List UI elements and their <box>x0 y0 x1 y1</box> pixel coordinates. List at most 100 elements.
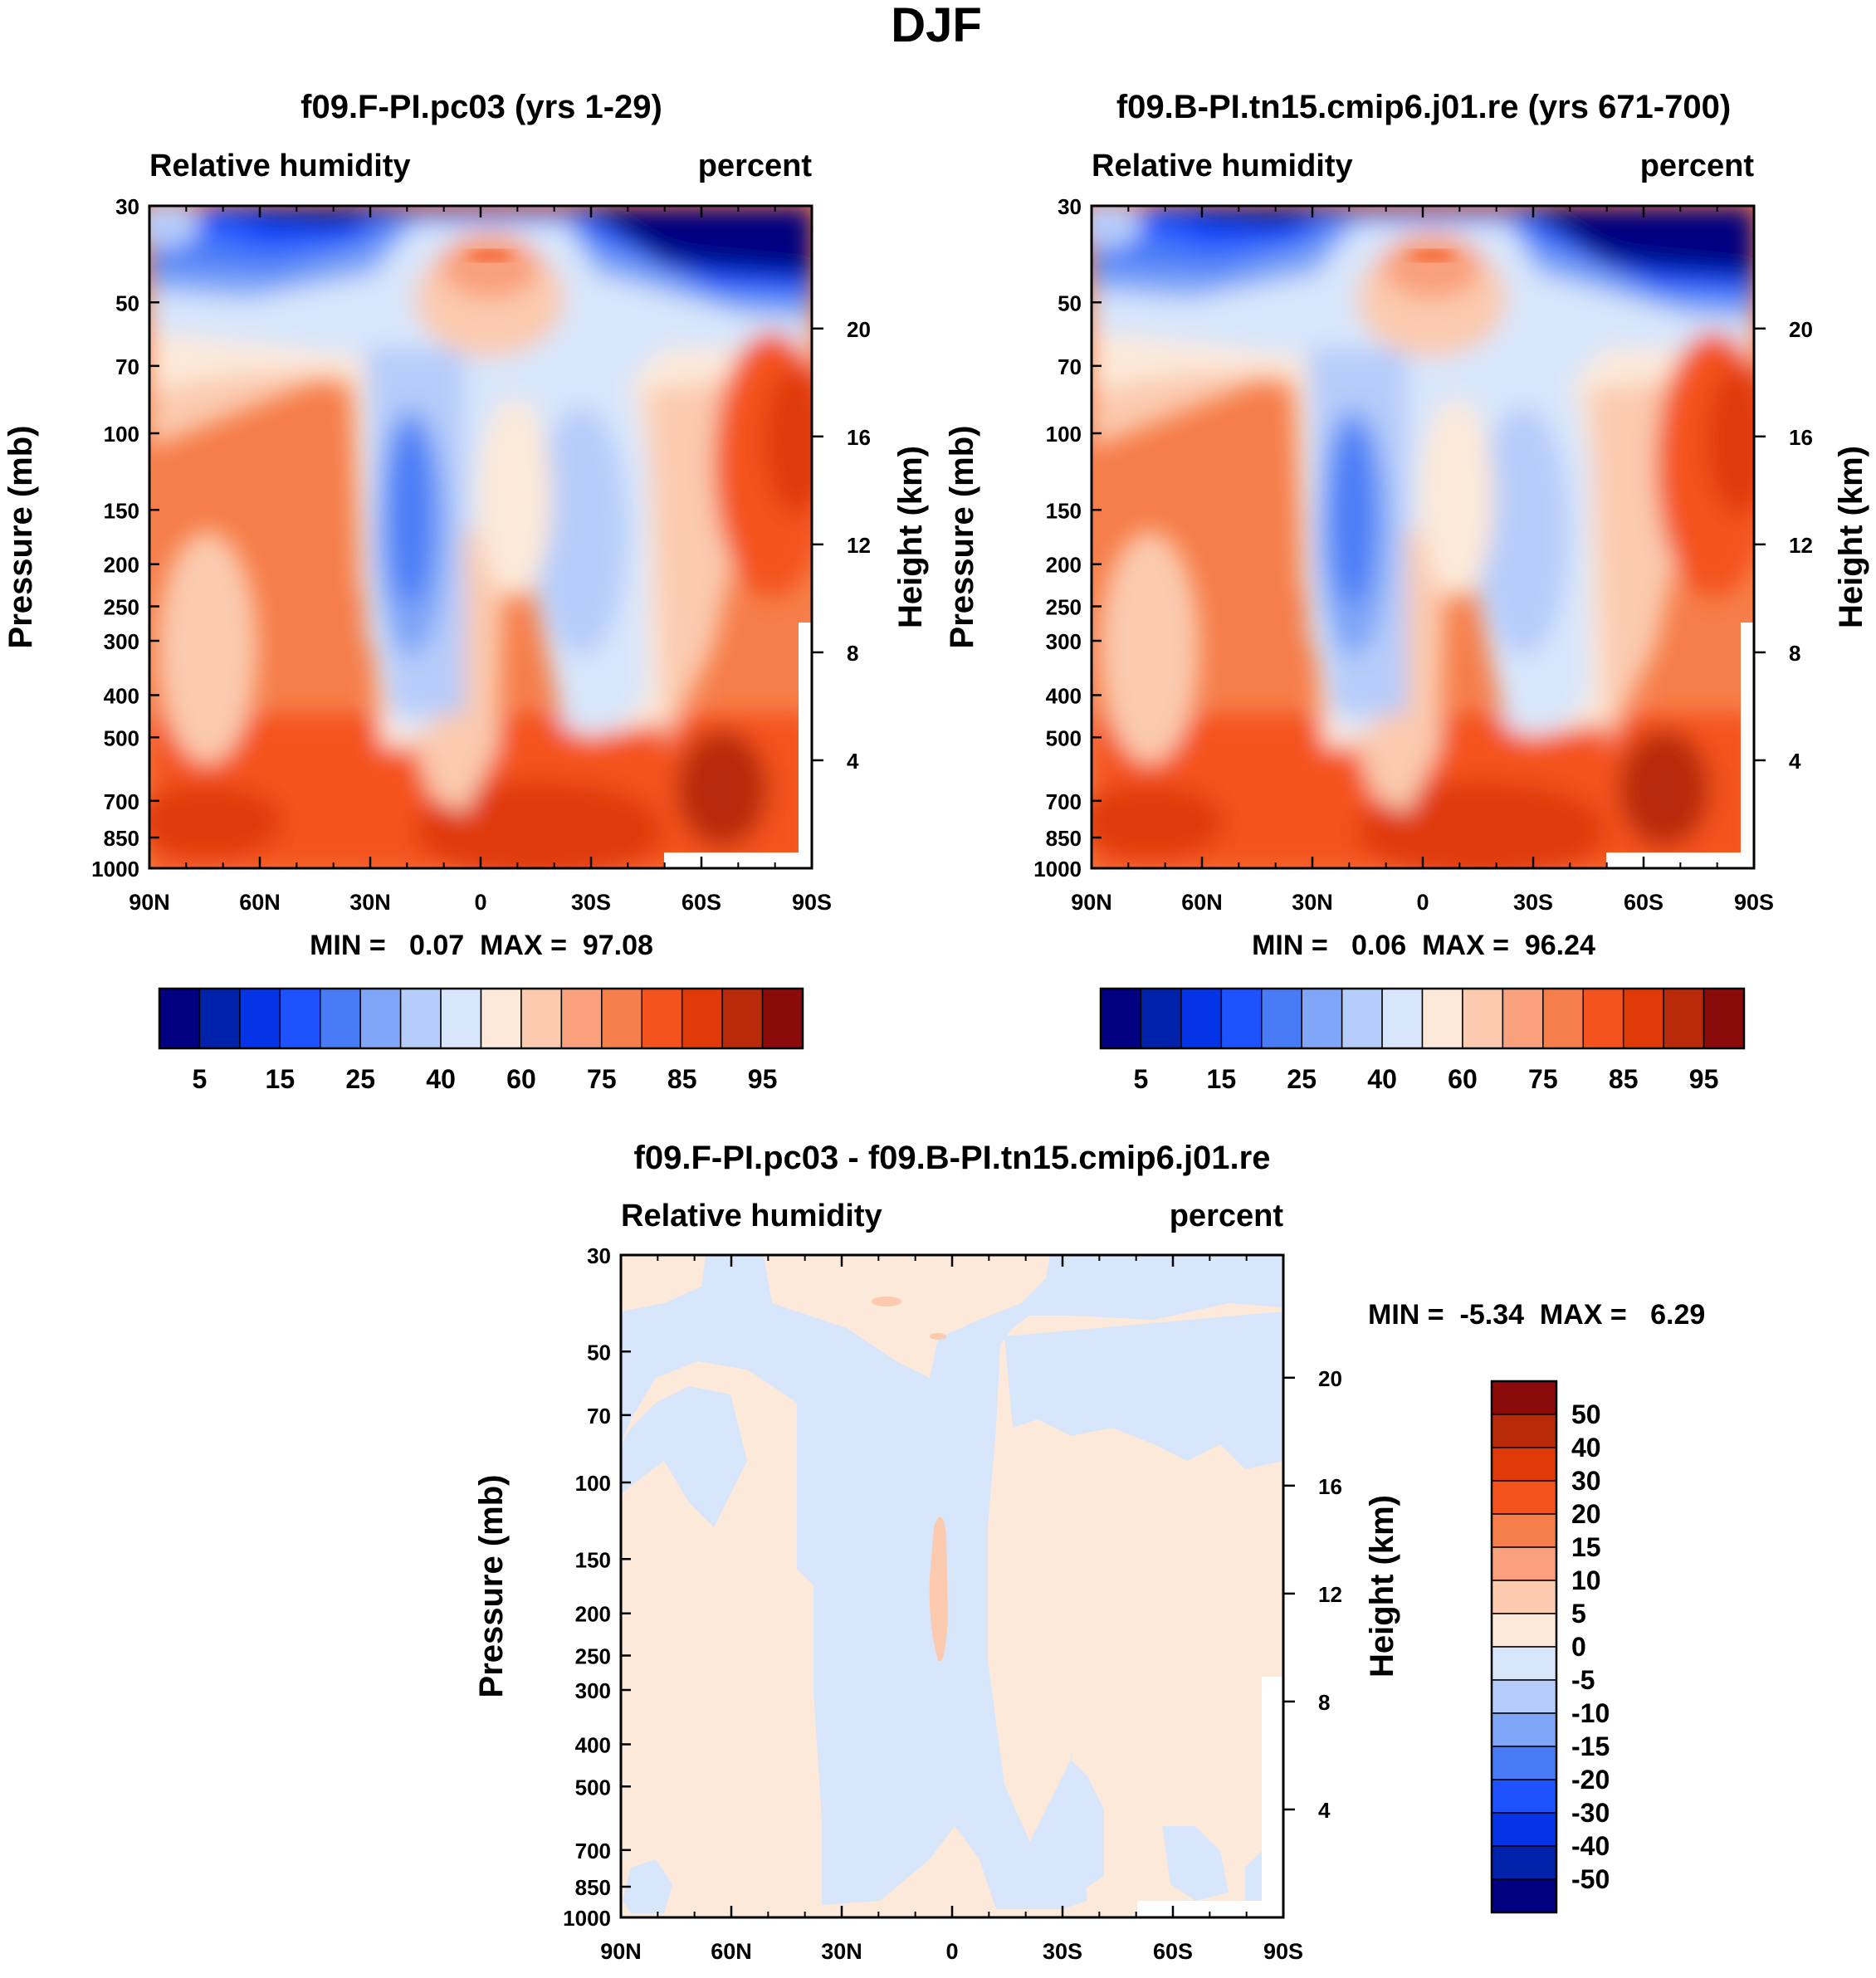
colorbar-label: 60 <box>1448 1064 1478 1094</box>
panel-1-title: f09.F-PI.pc03 (yrs 1-29) <box>300 89 662 125</box>
y-tick-label: 200 <box>1046 553 1082 578</box>
colorbar-swatch <box>399 988 442 1049</box>
x-tick-label: 90N <box>600 1939 642 1964</box>
y-tick-label: 700 <box>1046 789 1082 814</box>
panel-2-variable: Relative humidity <box>1092 149 1353 183</box>
x-tick-label: 30S <box>1043 1939 1082 1964</box>
panel-1-variable: Relative humidity <box>149 149 411 183</box>
colorbar-swatch <box>1491 1546 1557 1581</box>
y-tick-label: 200 <box>104 553 139 578</box>
x-tick-label: 30S <box>1513 890 1553 915</box>
y2-tick-label: 8 <box>1318 1690 1330 1715</box>
x-tick-label: 90S <box>1734 890 1774 915</box>
colorbar-label: 5 <box>1134 1064 1149 1094</box>
figure-title: DJF <box>891 0 982 52</box>
y-tick-label: 1000 <box>1033 857 1082 882</box>
y2-tick-label: 12 <box>1318 1582 1342 1607</box>
colorbar-swatch <box>1491 1679 1557 1714</box>
colorbar-swatch <box>1491 1580 1557 1614</box>
panel-1-contour-field <box>149 206 812 868</box>
y-tick-label: 700 <box>575 1839 611 1863</box>
colorbar-label: 5 <box>1571 1599 1586 1629</box>
colorbar-swatch <box>480 988 522 1049</box>
colorbar-label: 10 <box>1571 1565 1601 1595</box>
x-tick-label: 90N <box>129 890 170 915</box>
colorbar-swatch <box>1663 988 1705 1049</box>
colorbar-swatch <box>1140 988 1182 1049</box>
colorbar-swatch <box>1220 988 1263 1049</box>
colorbar-label: -40 <box>1571 1831 1610 1861</box>
colorbar-label: 50 <box>1571 1399 1601 1429</box>
x-tick-label: 60N <box>239 890 281 915</box>
y2-tick-label: 8 <box>1789 641 1800 666</box>
y-tick-label: 400 <box>104 683 139 708</box>
x-tick-label: 90N <box>1071 890 1112 915</box>
x-tick-label: 30N <box>821 1939 862 1964</box>
panel-2-ylabel: Pressure (mb) <box>944 426 980 649</box>
x-tick-label: 0 <box>945 1939 958 1964</box>
colorbar-label: 40 <box>1367 1064 1397 1094</box>
panel-2-colorbar: 5 15 25 40 60 75 85 95 <box>1099 987 1746 1094</box>
x-tick-label: 30N <box>349 890 391 915</box>
x-tick-label: 60N <box>711 1939 752 1964</box>
panel-1-y2label: Height (km) <box>892 446 929 628</box>
y2-tick-label: 12 <box>847 533 871 558</box>
y-tick-label: 250 <box>575 1644 611 1669</box>
colorbar-swatch <box>1100 988 1142 1049</box>
x-tick-label: 60S <box>682 890 721 915</box>
y-tick-label: 300 <box>575 1678 611 1703</box>
y-tick-label: 850 <box>1046 826 1082 851</box>
colorbar-swatch <box>159 988 201 1049</box>
colorbar-frame <box>1099 987 1746 1050</box>
y-tick-label: 200 <box>575 1602 611 1627</box>
colorbar-label: 85 <box>667 1064 697 1094</box>
x-tick-label: 0 <box>1416 890 1429 915</box>
y2-tick-label: 20 <box>1318 1366 1342 1391</box>
colorbar-swatch <box>520 988 563 1049</box>
colorbar-label: 40 <box>426 1064 456 1094</box>
y-tick-label: 400 <box>1046 683 1082 708</box>
colorbar-swatch <box>1622 988 1664 1049</box>
x-tick-label: 0 <box>474 890 486 915</box>
panel-3-ylabel: Pressure (mb) <box>473 1475 510 1698</box>
y-tick-label: 700 <box>104 789 139 814</box>
colorbar-swatch <box>560 988 603 1049</box>
colorbar-swatch <box>1582 988 1624 1049</box>
colorbar-swatch <box>1491 1447 1557 1482</box>
y2-tick-label: 12 <box>1789 533 1813 558</box>
y-tick-label: 30 <box>587 1243 611 1268</box>
panel-3-x-axis: 90N 60N 30N 0 30S 60S 90S <box>600 1255 1303 1964</box>
colorbar-label: 15 <box>1571 1532 1601 1562</box>
x-tick-label: 90S <box>792 890 832 915</box>
colorbar-swatch <box>761 988 804 1049</box>
x-tick-label: 30N <box>1292 890 1333 915</box>
colorbar-label: 95 <box>1689 1064 1719 1094</box>
colorbar-label: 30 <box>1571 1466 1601 1496</box>
colorbar-label: 85 <box>1609 1064 1639 1094</box>
panel-2-contour-field <box>1092 206 1754 868</box>
colorbar-label: -10 <box>1571 1698 1610 1728</box>
panel-1-y2-axis: 20 16 12 8 4 <box>812 317 871 774</box>
colorbar-label: 60 <box>506 1064 536 1094</box>
y-tick-label: 1000 <box>563 1906 611 1931</box>
y-tick-label: 70 <box>115 354 139 379</box>
panel-3-units: percent <box>1170 1199 1284 1233</box>
colorbar-label: 40 <box>1571 1433 1601 1463</box>
panel-2-x-axis: 90N 60N 30N 0 30S 60S 90S <box>1071 206 1774 915</box>
panel-3-contour-field <box>621 1255 1283 1917</box>
y-tick-label: 400 <box>575 1732 611 1757</box>
colorbar-label: 15 <box>266 1064 296 1094</box>
panel-3-minmax: MIN = -5.34 MAX = 6.29 <box>1368 1299 1705 1331</box>
colorbar-swatch <box>279 988 321 1049</box>
panel-1-units: percent <box>698 149 813 183</box>
y-tick-label: 70 <box>587 1404 611 1429</box>
y-tick-label: 300 <box>1046 629 1082 654</box>
panel-3-y2label: Height (km) <box>1364 1495 1400 1678</box>
panel-1-x-axis: 90N 60N 30N 0 30S 60S 90S <box>129 206 832 915</box>
colorbar-swatch <box>1491 1613 1557 1648</box>
colorbar-label: 5 <box>193 1064 208 1094</box>
y-tick-label: 100 <box>104 422 139 447</box>
y-tick-label: 150 <box>104 498 139 523</box>
